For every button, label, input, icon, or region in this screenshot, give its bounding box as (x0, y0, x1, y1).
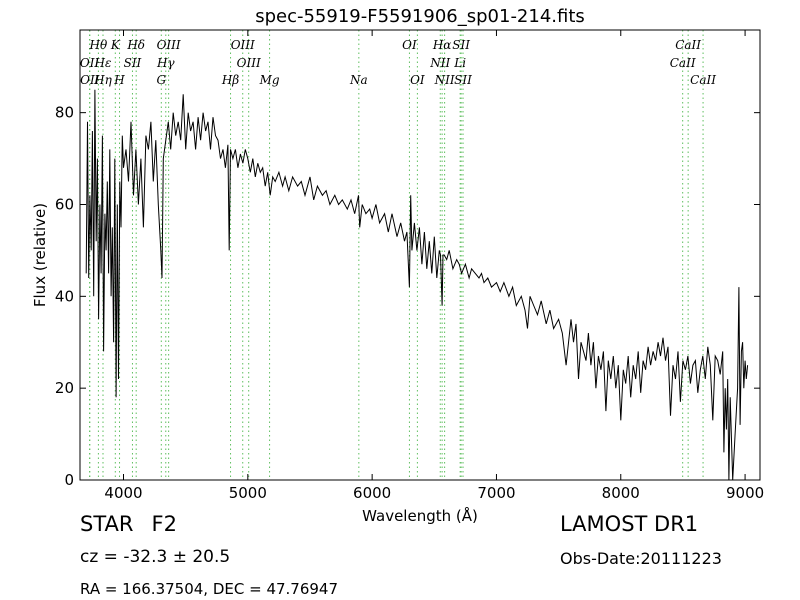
observation-date-label: Obs-Date:20111223 (560, 549, 722, 568)
chart-title: spec-55919-F5591906_sp01-214.fits (255, 6, 585, 27)
line-marker-group (89, 30, 704, 480)
line-marker-label: OI (402, 38, 417, 52)
y-tick-label: 20 (55, 379, 74, 397)
line-marker-label: Hβ (221, 73, 239, 87)
line-marker-label: H (113, 73, 125, 87)
object-class: STAR F2 (80, 512, 177, 536)
line-marker-label: OIII (231, 38, 255, 52)
line-marker-label: NII (429, 56, 450, 70)
line-marker-label: CaII (670, 56, 696, 70)
object-subclass-label: F2 (151, 512, 177, 536)
line-marker-label: CaII (690, 73, 716, 87)
line-marker-label: OIII (237, 56, 261, 70)
y-tick-label: 80 (55, 104, 74, 122)
line-marker-label: Hη (93, 73, 112, 87)
y-axis: 0 20 40 60 80 (55, 104, 760, 489)
redshift-label: cz = -32.3 ± 20.5 (80, 547, 231, 567)
y-tick-label: 0 (64, 471, 74, 489)
spectrum-line (85, 89, 749, 481)
line-marker-label: Mg (259, 73, 280, 87)
x-tick-label: 4000 (104, 484, 142, 502)
line-marker-label: SII (454, 73, 472, 87)
coordinates-label: RA = 166.37504, DEC = 47.76947 (80, 580, 339, 598)
line-marker-label: OII (80, 56, 100, 70)
line-marker-label: Na (349, 73, 368, 87)
x-tick-label: 5000 (229, 484, 267, 502)
object-class-label: STAR (80, 512, 134, 536)
line-marker-label: OI (410, 73, 425, 87)
x-tick-label: 9000 (726, 484, 764, 502)
line-marker-label: Hε (94, 56, 112, 70)
y-tick-label: 40 (55, 287, 74, 305)
x-tick-label: 8000 (602, 484, 640, 502)
line-marker-label: K (110, 38, 121, 52)
line-marker-label: Li (453, 56, 466, 70)
y-axis-label: Flux (relative) (31, 203, 49, 307)
line-marker-label: SII (452, 38, 470, 52)
line-marker-label: Hα (432, 38, 452, 52)
line-marker-label: Hγ (156, 56, 175, 70)
line-marker-label: OII (80, 73, 100, 87)
line-marker-label: NII (434, 73, 455, 87)
line-marker-label: Hθ (89, 38, 108, 52)
plot-frame (79, 29, 761, 481)
line-marker-label: Hδ (126, 38, 145, 52)
survey-label: LAMOST DR1 (560, 512, 699, 536)
x-tick-label: 7000 (477, 484, 515, 502)
x-tick-label: 6000 (353, 484, 391, 502)
line-marker-label: CaII (675, 38, 701, 52)
line-marker-label: OIII (157, 38, 181, 52)
line-marker-label: G (157, 73, 167, 87)
line-marker-label: SII (124, 56, 142, 70)
y-tick-label: 60 (55, 195, 74, 213)
x-axis-label: Wavelength (Å) (362, 506, 478, 525)
x-axis: 4000 5000 6000 7000 8000 9000 (104, 30, 764, 502)
